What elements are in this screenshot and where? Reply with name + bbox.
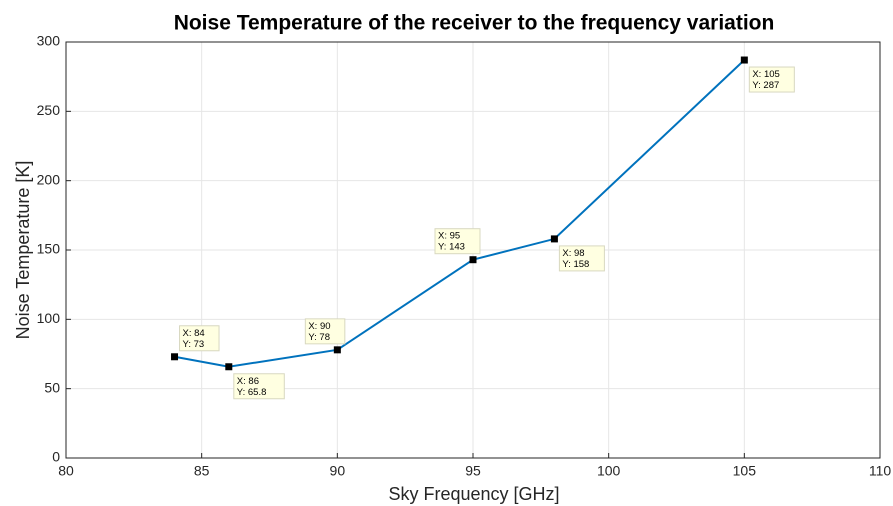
x-tick-label: 110 bbox=[869, 463, 892, 479]
datatip-x: X: 90 bbox=[308, 321, 330, 332]
datatip-y: Y: 78 bbox=[308, 332, 330, 343]
y-tick-label: 100 bbox=[37, 310, 61, 326]
datatip-box bbox=[558, 245, 605, 272]
x-tick-label: 105 bbox=[733, 463, 757, 479]
y-axis-label: Noise Temperature [K] bbox=[13, 161, 33, 340]
data-marker bbox=[171, 353, 179, 361]
datatip-x: X: 86 bbox=[237, 376, 259, 387]
x-tick-label: 85 bbox=[194, 463, 210, 479]
datatip-y: Y: 287 bbox=[752, 80, 779, 91]
data-marker bbox=[550, 235, 558, 243]
datatip-y: Y: 73 bbox=[183, 339, 205, 350]
datatip-y: Y: 143 bbox=[438, 242, 465, 253]
chart-title: Noise Temperature of the receiver to the… bbox=[174, 12, 775, 35]
data-marker bbox=[469, 256, 477, 264]
datatip-x: X: 98 bbox=[562, 248, 584, 259]
datatip-x: X: 105 bbox=[752, 69, 779, 80]
datatip-box bbox=[179, 325, 220, 352]
x-axis-label: Sky Frequency [GHz] bbox=[388, 484, 559, 504]
x-tick-label: 90 bbox=[330, 463, 346, 479]
data-marker bbox=[740, 56, 748, 64]
y-tick-label: 250 bbox=[37, 102, 61, 118]
y-tick-label: 0 bbox=[52, 449, 60, 465]
datatip-y: Y: 65.8 bbox=[237, 387, 267, 398]
datatip-box bbox=[233, 373, 285, 400]
data-marker bbox=[225, 363, 233, 371]
data-line bbox=[174, 59, 746, 368]
datatip-x: X: 95 bbox=[438, 231, 460, 242]
x-tick-label: 80 bbox=[58, 463, 74, 479]
datatip-x: X: 84 bbox=[183, 328, 205, 339]
y-tick-label: 150 bbox=[37, 241, 61, 257]
datatip-box bbox=[748, 66, 795, 93]
data-marker bbox=[333, 346, 341, 354]
x-tick-label: 100 bbox=[597, 463, 621, 479]
y-tick-label: 200 bbox=[37, 171, 61, 187]
x-tick-label: 95 bbox=[465, 463, 481, 479]
datatip-box bbox=[304, 318, 346, 345]
plot-frame bbox=[65, 41, 881, 459]
y-tick-label: 300 bbox=[37, 33, 61, 49]
y-tick-label: 50 bbox=[44, 379, 60, 395]
datatip-box bbox=[434, 228, 481, 255]
datatip-y: Y: 158 bbox=[562, 259, 589, 270]
